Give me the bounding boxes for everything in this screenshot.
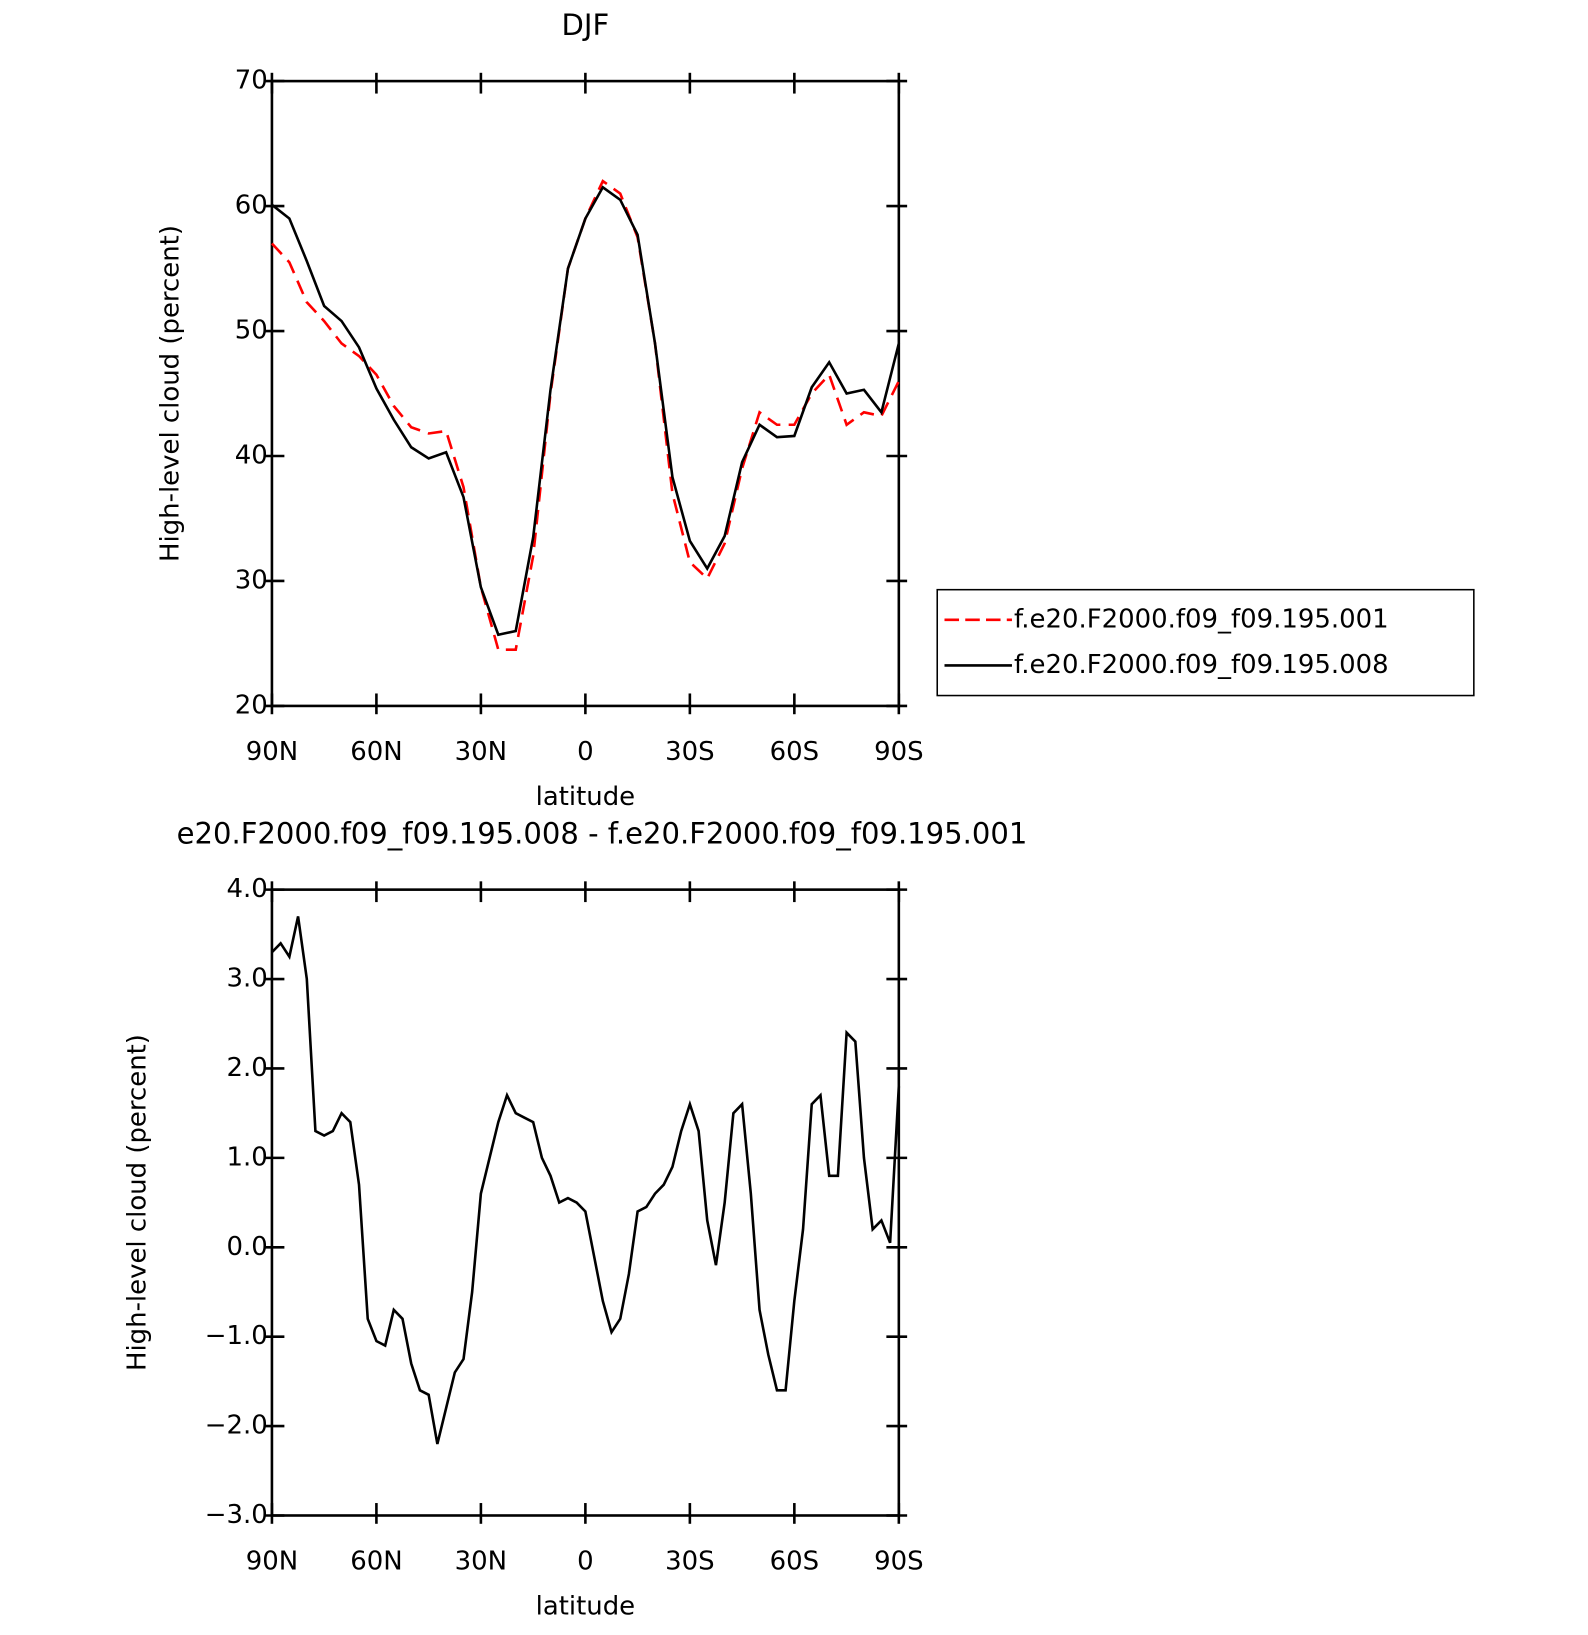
- x-tick-label: 60S: [770, 1547, 819, 1577]
- y-tick-label: 40: [235, 440, 268, 470]
- x-axis-label: latitude: [536, 782, 636, 812]
- data-line: [270, 179, 900, 651]
- y-tick-label: 2.0: [227, 1053, 268, 1083]
- x-tick-label: 60N: [350, 737, 402, 767]
- y-axis-label: High-level cloud (percent): [156, 225, 186, 562]
- data-line: [271, 916, 901, 1445]
- x-tick-label: 90N: [246, 737, 298, 767]
- y-tick-label: 60: [235, 191, 268, 221]
- chart-title: DJF: [562, 8, 610, 42]
- y-tick-label: 1.0: [227, 1142, 268, 1172]
- y-tick-label: 20: [235, 690, 268, 720]
- chart-title: e20.F2000.f09_f09.195.008 - f.e20.F2000.…: [177, 817, 1028, 851]
- y-tick-label: 4.0: [227, 874, 268, 904]
- plot-frame: [270, 888, 901, 1517]
- legend-label: f.e20.F2000.f09_f09.195.001: [1014, 604, 1389, 634]
- legend-label: f.e20.F2000.f09_f09.195.008: [1014, 650, 1389, 680]
- data-line: [271, 185, 901, 637]
- x-axis-label: latitude: [536, 1591, 636, 1621]
- x-tick-label: 30N: [455, 737, 507, 767]
- y-tick-label: 50: [235, 316, 268, 346]
- y-tick-label: −2.0: [205, 1411, 268, 1441]
- x-tick-label: 90S: [874, 1547, 923, 1577]
- x-tick-label: 60N: [350, 1547, 402, 1577]
- x-tick-label: 30S: [665, 1547, 714, 1577]
- y-tick-label: −3.0: [205, 1500, 268, 1530]
- x-tick-label: 30N: [455, 1547, 507, 1577]
- legend-box: [936, 588, 1475, 697]
- y-tick-label: −1.0: [205, 1321, 268, 1351]
- x-tick-label: 60S: [770, 737, 819, 767]
- plot-frame: [270, 79, 901, 708]
- x-tick-label: 90N: [246, 1547, 298, 1577]
- y-tick-label: 3.0: [227, 964, 268, 994]
- y-tick-label: 70: [235, 66, 268, 96]
- x-tick-label: 30S: [665, 737, 714, 767]
- y-tick-label: 0.0: [227, 1232, 268, 1262]
- x-tick-label: 0: [577, 737, 594, 767]
- y-axis-label: High-level cloud (percent): [123, 1034, 153, 1371]
- x-tick-label: 0: [577, 1547, 594, 1577]
- y-tick-label: 30: [235, 565, 268, 595]
- x-tick-label: 90S: [874, 737, 923, 767]
